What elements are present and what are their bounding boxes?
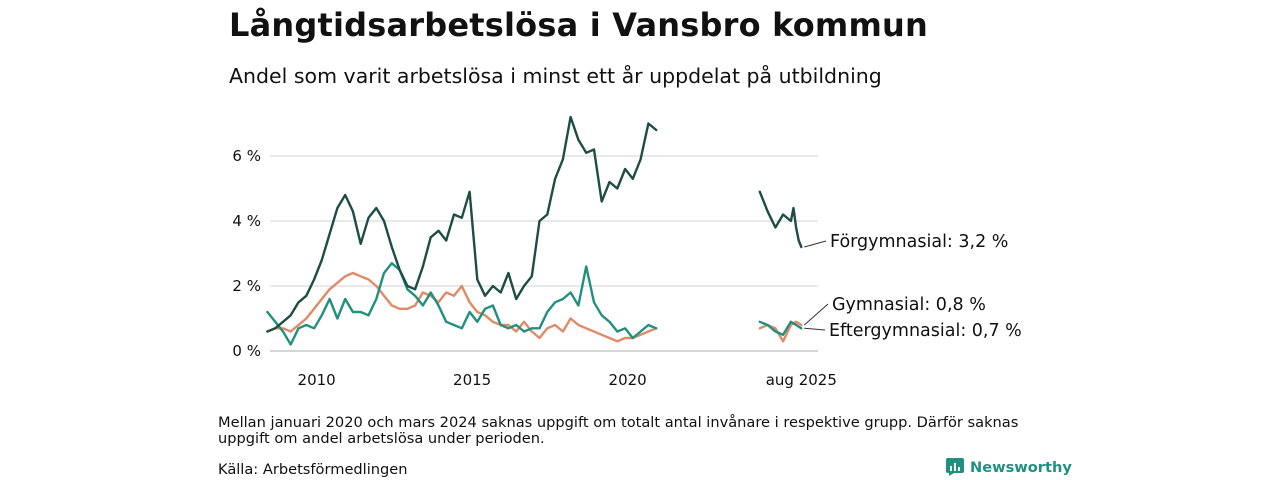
y-tick-label: 2 %	[232, 277, 261, 295]
chart-title: Långtidsarbetslösa i Vansbro kommun	[229, 6, 928, 44]
newsworthy-logo-icon	[946, 458, 964, 476]
x-tick-label: 2010	[298, 371, 336, 389]
series-lines	[266, 115, 803, 346]
series-line-förgymnasial	[266, 115, 658, 333]
x-tick-label: 2015	[453, 371, 491, 389]
footnote: Mellan januari 2020 och mars 2024 saknas…	[218, 414, 1019, 447]
y-tick-label: 0 %	[232, 342, 261, 360]
brand-name: Newsworthy	[970, 458, 1072, 476]
leader-line	[804, 240, 827, 248]
x-tick-label: aug 2025	[766, 371, 837, 389]
y-tick-label: 4 %	[232, 212, 261, 230]
end-label-eftergymnasial: Eftergymnasial: 0,7 %	[829, 321, 1022, 341]
end-label-förgymnasial: Förgymnasial: 3,2 %	[830, 232, 1008, 252]
series-line-förgymnasial	[758, 190, 803, 249]
chart-subtitle: Andel som varit arbetslösa i minst ett å…	[229, 64, 882, 88]
series-line-gymnasial	[266, 271, 658, 343]
line-chart: Förgymnasial: 3,2 % Gymnasial: 0,8 % Efter…	[232, 115, 1022, 389]
end-label-gymnasial: Gymnasial: 0,8 %	[832, 295, 986, 315]
series-line-eftergymnasial	[266, 262, 658, 346]
leader-line	[803, 303, 829, 326]
brand-logo[interactable]: Newsworthy	[946, 458, 1072, 476]
grid-lines	[270, 155, 818, 352]
source-text: Källa: Arbetsförmedlingen	[218, 461, 408, 478]
x-tick-label: 2020	[609, 371, 647, 389]
y-tick-label: 6 %	[232, 147, 261, 165]
axis-ticks: 0 % 2 % 4 % 6 % 2010 2015 2020 aug 2025	[232, 147, 836, 389]
leader-line	[804, 327, 826, 331]
end-labels: Förgymnasial: 3,2 % Gymnasial: 0,8 % Efter…	[803, 232, 1022, 341]
series-line-eftergymnasial	[758, 320, 803, 336]
